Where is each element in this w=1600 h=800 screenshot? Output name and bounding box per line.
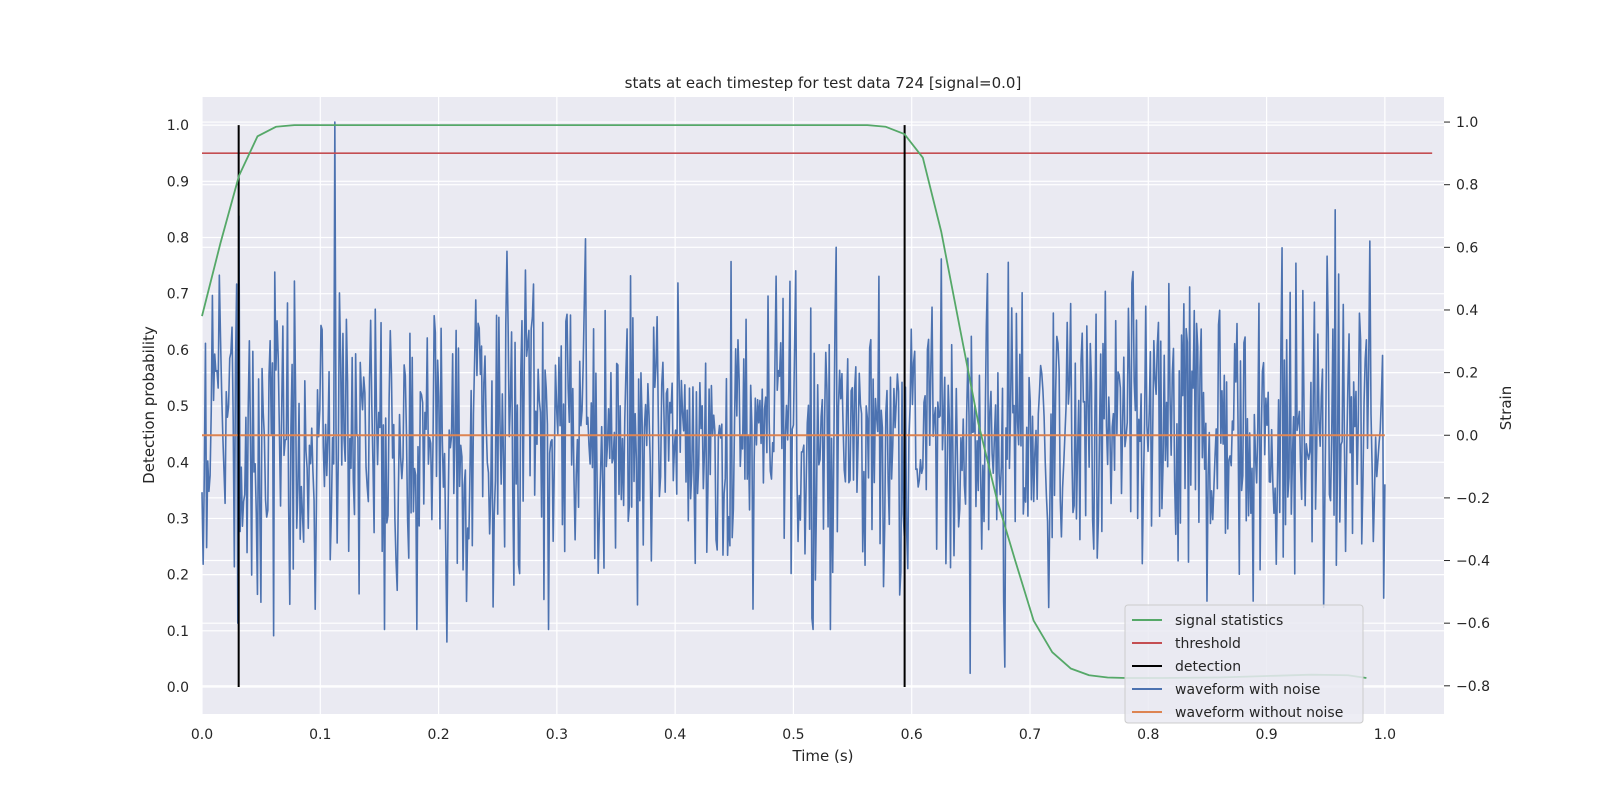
y-tick-label: 0.6 (167, 343, 189, 359)
y-tick-label: 0.1 (167, 624, 189, 640)
x-tick-label: 0.4 (664, 727, 686, 743)
x-tick-label: 0.7 (1019, 727, 1041, 743)
x-tick-label: 1.0 (1374, 727, 1396, 743)
y-tick-label: 0.9 (167, 174, 189, 190)
legend-label: waveform without noise (1175, 705, 1343, 721)
y-tick-label: 0.4 (167, 455, 189, 471)
y2-tick-label: −0.4 (1456, 554, 1490, 570)
legend-label: signal statistics (1175, 613, 1283, 629)
y-ticks: 0.0 0.1 0.2 0.3 0.4 0.5 0.6 0.7 0.8 0.9 1.0 (167, 118, 189, 696)
x-axis-label: Time (s) (792, 747, 854, 765)
x-tick-label: 0.2 (427, 727, 449, 743)
chart-title: stats at each timestep for test data 724… (625, 74, 1022, 92)
legend-box (1124, 604, 1364, 724)
y2-tick-label: 0.4 (1456, 303, 1478, 319)
y2-tick-label: 0.6 (1456, 240, 1478, 256)
y-tick-label: 0.8 (167, 230, 189, 246)
y-tick-label: 0.3 (167, 511, 189, 527)
y2-ticks: −0.8 −0.6 −0.4 −0.2 0.0 0.2 0.4 0.6 0.8 1.0 (1444, 115, 1490, 695)
series-waveform-with-noise (201, 121, 1386, 675)
y2-tick-label: 1.0 (1456, 115, 1478, 131)
x-tick-label: 0.0 (191, 727, 213, 743)
x-tick-label: 0.1 (309, 727, 331, 743)
x-tick-label: 0.8 (1137, 727, 1159, 743)
legend-label: waveform with noise (1175, 682, 1320, 698)
legend: signal statistics threshold detection wavef… (1124, 604, 1364, 724)
x-tick-label: 0.3 (546, 727, 568, 743)
y-tick-label: 0.7 (167, 287, 189, 303)
x-tick-label: 0.5 (782, 727, 804, 743)
y-tick-label: 0.0 (167, 680, 189, 696)
y2-tick-label: 0.0 (1456, 428, 1478, 444)
y2-tick-label: 0.2 (1456, 366, 1478, 382)
legend-label: threshold (1175, 636, 1241, 652)
y2-tick-label: −0.2 (1456, 491, 1490, 507)
y2-tick-label: −0.6 (1456, 616, 1490, 632)
y-tick-label: 0.2 (167, 568, 189, 584)
x-tick-label: 0.6 (901, 727, 923, 743)
y2-tick-label: −0.8 (1456, 679, 1490, 695)
x-ticks: 0.0 0.1 0.2 0.3 0.4 0.5 0.6 0.7 0.8 0.9 1.0 (191, 727, 1396, 743)
legend-label: detection (1175, 659, 1241, 675)
y-tick-label: 0.5 (167, 399, 189, 415)
y2-axis-label: Strain (1497, 386, 1515, 430)
y-tick-label: 1.0 (167, 118, 189, 134)
y2-tick-label: 0.8 (1456, 178, 1478, 194)
y-axis-label: Detection probability (140, 326, 158, 484)
x-tick-label: 0.9 (1255, 727, 1277, 743)
